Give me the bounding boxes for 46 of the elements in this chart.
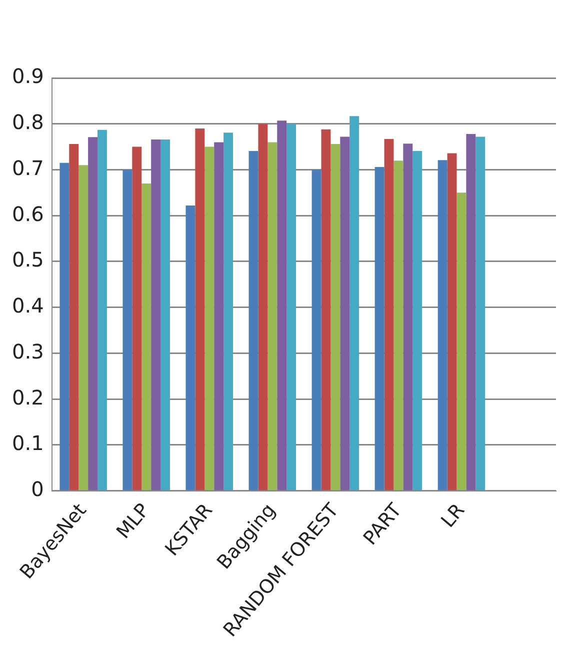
y-tick-label: 0.2 <box>12 385 44 410</box>
bar <box>321 129 331 490</box>
bar <box>447 153 457 490</box>
bar <box>412 150 422 490</box>
bar <box>60 162 70 490</box>
bar <box>142 184 152 490</box>
bar <box>248 150 258 490</box>
bar <box>374 166 384 490</box>
bar <box>286 124 296 490</box>
y-tick-label: 0.4 <box>12 294 44 318</box>
y-tick-label: 0 <box>31 477 44 502</box>
bar <box>268 142 278 490</box>
y-tick-label: 0.5 <box>12 248 44 272</box>
y-tick-label: 0.9 <box>12 64 44 88</box>
y-tick-label: 0.1 <box>12 431 44 456</box>
y-tick-label: 0.7 <box>12 156 44 180</box>
bar <box>132 146 142 490</box>
bar <box>330 144 340 490</box>
bar <box>403 144 413 490</box>
y-tick-label: 0.3 <box>12 339 44 364</box>
bar <box>204 146 214 490</box>
bar <box>438 160 448 490</box>
bar <box>394 160 404 490</box>
bar <box>88 137 98 490</box>
bar <box>224 132 233 490</box>
bar <box>186 206 196 490</box>
x-tick-label: LR <box>436 499 470 532</box>
y-tick-label: 0.6 <box>12 202 44 226</box>
bar <box>277 120 287 490</box>
bar <box>98 130 107 490</box>
bar <box>151 139 161 490</box>
bar <box>214 142 224 490</box>
bar <box>195 128 205 490</box>
bar <box>160 139 170 490</box>
bar <box>258 124 268 490</box>
bar <box>456 192 466 490</box>
bar <box>466 134 476 490</box>
bar <box>384 139 394 490</box>
bar <box>122 170 132 490</box>
bar <box>340 136 350 490</box>
bar <box>312 170 322 490</box>
y-tick-label: 0.8 <box>12 110 44 134</box>
bar <box>350 116 360 490</box>
bar <box>78 165 88 490</box>
bar <box>69 144 79 490</box>
bar <box>476 136 486 490</box>
